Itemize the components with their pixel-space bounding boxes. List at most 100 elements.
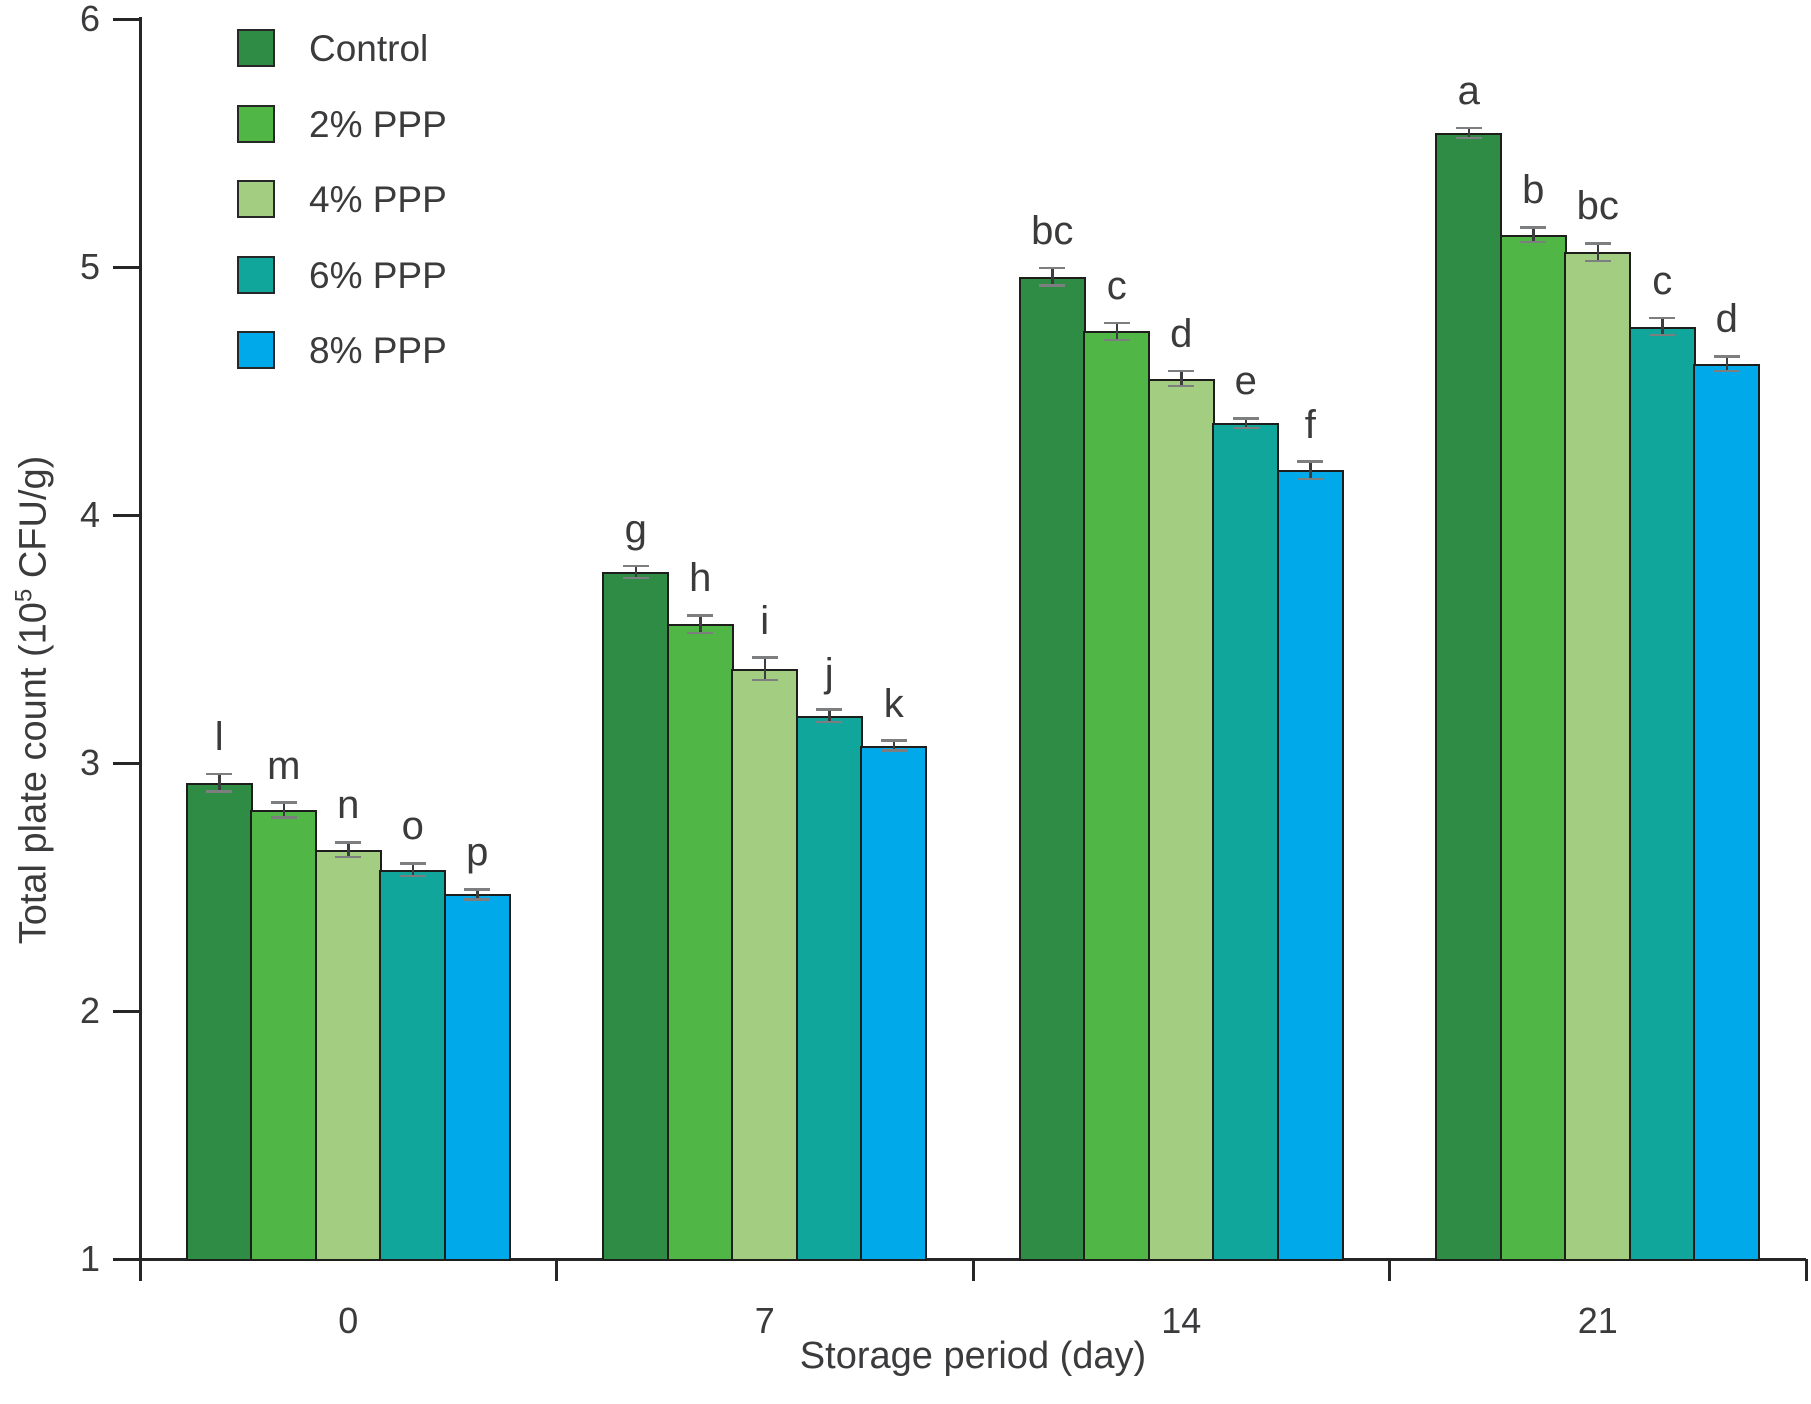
significance-letter: p bbox=[466, 830, 489, 875]
bar-control-day21 bbox=[1435, 133, 1503, 1261]
legend-swatch-icon bbox=[237, 180, 275, 218]
error-bar-cap-top bbox=[464, 888, 491, 891]
bar-2ppp-day0 bbox=[250, 810, 318, 1261]
bar-control-day7 bbox=[602, 572, 670, 1261]
error-bar-cap-bottom bbox=[622, 576, 649, 580]
error-bar-line bbox=[476, 889, 479, 900]
error-bar-line bbox=[634, 565, 637, 579]
error-bar-cap-bottom bbox=[206, 790, 233, 793]
legend-swatch-icon bbox=[237, 255, 275, 294]
error-bar-cap-bottom bbox=[1297, 477, 1324, 481]
error-bar-cap-top bbox=[1297, 460, 1324, 463]
error-bar-line bbox=[1725, 356, 1728, 372]
y-axis-tick-label: 2 bbox=[79, 990, 100, 1031]
y-axis-tick-label: 1 bbox=[79, 1238, 100, 1279]
bar-4ppp-day0 bbox=[314, 849, 382, 1261]
significance-letter: e bbox=[1234, 359, 1257, 404]
error-bar-cap-top bbox=[880, 739, 907, 742]
error-bar-cap-bottom bbox=[1168, 384, 1195, 388]
error-bar-cap-bottom bbox=[1649, 333, 1676, 337]
error-bar-line bbox=[1309, 461, 1312, 480]
bar-8ppp-day21 bbox=[1693, 363, 1761, 1261]
y-axis-line bbox=[138, 17, 142, 1281]
error-bar-line bbox=[763, 657, 766, 680]
error-bar-cap-bottom bbox=[1232, 426, 1259, 430]
x-axis-category-label: 21 bbox=[1577, 1300, 1618, 1341]
significance-letter: c bbox=[1652, 258, 1673, 303]
error-bar-line bbox=[347, 842, 350, 858]
error-bar-cap-top bbox=[1232, 417, 1259, 420]
bar-2ppp-day21 bbox=[1499, 234, 1567, 1261]
bar-8ppp-day0 bbox=[443, 894, 511, 1261]
legend-label: 2% PPP bbox=[309, 103, 447, 145]
error-bar-cap-top bbox=[1039, 266, 1066, 270]
error-bar-line bbox=[1661, 317, 1664, 336]
error-bar-line bbox=[1115, 322, 1118, 341]
y-axis-tick bbox=[113, 265, 140, 269]
significance-letter: d bbox=[1170, 312, 1193, 357]
error-bar-cap-top bbox=[751, 656, 778, 659]
bar-4ppp-day7 bbox=[731, 668, 799, 1261]
legend-label: 4% PPP bbox=[309, 179, 447, 220]
error-bar-cap-top bbox=[1520, 226, 1547, 229]
error-bar-cap-bottom bbox=[687, 631, 714, 635]
error-bar-cap-bottom bbox=[1520, 240, 1547, 244]
error-bar-cap-top bbox=[687, 614, 714, 617]
significance-letter: bc bbox=[1031, 209, 1074, 254]
significance-letter: m bbox=[267, 743, 301, 788]
x-axis-line bbox=[113, 1257, 1806, 1261]
bar-4ppp-day14 bbox=[1147, 378, 1215, 1261]
x-axis-title: Storage period (day) bbox=[799, 1335, 1147, 1377]
x-axis-group-tick bbox=[1804, 1259, 1808, 1281]
x-axis-category-label: 14 bbox=[1161, 1300, 1202, 1341]
significance-letter: j bbox=[824, 650, 834, 695]
error-bar-cap-top bbox=[399, 862, 426, 865]
bar-control-day0 bbox=[185, 782, 253, 1261]
error-bar-cap-bottom bbox=[816, 720, 843, 724]
error-bar-cap-bottom bbox=[1713, 369, 1740, 373]
error-bar-cap-top bbox=[1584, 242, 1611, 245]
y-axis-tick-label: 6 bbox=[79, 0, 100, 39]
error-bar-line bbox=[1244, 418, 1247, 429]
bar-6ppp-day14 bbox=[1212, 423, 1280, 1261]
significance-letter: b bbox=[1522, 168, 1545, 213]
error-bar-cap-top bbox=[816, 708, 843, 711]
error-bar-cap-bottom bbox=[1455, 136, 1482, 140]
legend-swatch-icon bbox=[237, 29, 275, 67]
y-axis-tick bbox=[113, 17, 140, 21]
error-bar-cap-top bbox=[335, 841, 362, 844]
error-bar-cap-top bbox=[1713, 355, 1740, 358]
y-axis-tick bbox=[113, 1257, 140, 1261]
error-bar-cap-top bbox=[1168, 369, 1195, 373]
error-bar-cap-bottom bbox=[751, 678, 778, 682]
bar-2ppp-day7 bbox=[666, 624, 734, 1261]
error-bar-cap-top bbox=[270, 801, 297, 804]
error-bar-cap-bottom bbox=[399, 874, 426, 878]
significance-letter: o bbox=[401, 804, 424, 849]
bar-4ppp-day21 bbox=[1564, 252, 1632, 1261]
error-bar-cap-bottom bbox=[1103, 338, 1130, 342]
significance-letter: n bbox=[337, 783, 360, 828]
x-axis-category-label: 0 bbox=[338, 1300, 359, 1341]
error-bar-line bbox=[1467, 128, 1470, 139]
error-bar-line bbox=[1532, 227, 1535, 243]
bar-2ppp-day14 bbox=[1083, 331, 1151, 1261]
error-bar-line bbox=[892, 740, 895, 751]
legend-swatch-icon bbox=[237, 331, 275, 369]
y-axis-tick bbox=[113, 513, 140, 517]
error-bar-line bbox=[411, 863, 414, 876]
error-bar-cap-bottom bbox=[464, 898, 491, 901]
y-axis-title-superscript: 5 bbox=[10, 588, 38, 603]
error-bar-line bbox=[699, 615, 702, 633]
significance-letter: k bbox=[883, 681, 904, 726]
legend-label: 8% PPP bbox=[309, 330, 447, 371]
significance-letter: f bbox=[1304, 402, 1316, 447]
significance-letter: bc bbox=[1576, 184, 1619, 229]
error-bar-cap-bottom bbox=[270, 816, 297, 819]
bar-6ppp-day7 bbox=[795, 715, 863, 1261]
y-axis-tick-label: 4 bbox=[79, 494, 100, 535]
y-axis-tick-label: 3 bbox=[79, 742, 100, 783]
error-bar-cap-bottom bbox=[880, 749, 907, 752]
legend-label: Control bbox=[309, 28, 429, 69]
error-bar-cap-bottom bbox=[335, 855, 362, 859]
